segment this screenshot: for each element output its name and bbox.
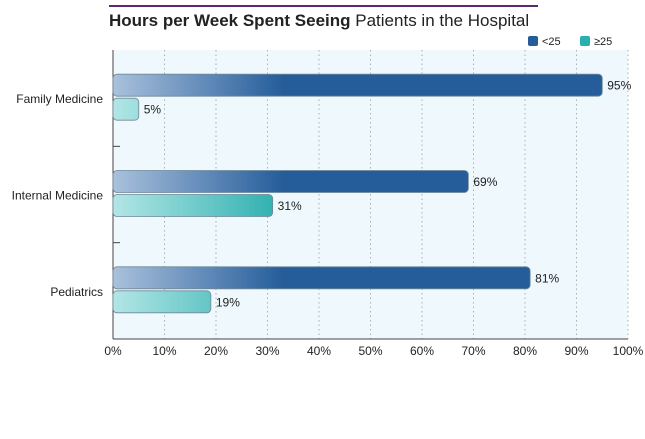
chart-title-rest: Patients in the Hospital [355,11,530,30]
data-label: 5% [144,103,162,117]
x-tick-label: 90% [564,344,588,358]
data-label: 69% [473,175,497,189]
data-label: 31% [278,199,302,213]
x-tick-label: 40% [307,344,331,358]
chart-title-block: Hours per Week Spent Seeing Patients in … [109,5,538,31]
x-tick-label: 70% [461,344,485,358]
x-tick-label: 30% [255,344,279,358]
bar [112,194,274,217]
bar [112,266,531,290]
x-tick-label: 0% [104,344,122,358]
category-label: Family Medicine [16,92,103,106]
data-label: 95% [607,79,631,93]
legend-label: ≥25 [594,36,612,48]
x-tick-label: 50% [358,344,382,358]
legend-swatch [528,36,538,46]
data-label: 19% [216,295,240,309]
x-tick-label: 80% [513,344,537,358]
bar [112,290,212,314]
x-tick-label: 100% [613,344,644,358]
bar [112,97,140,121]
category-label: Pediatrics [50,285,103,299]
chart-title-bold: Hours per Week Spent Seeing [109,11,351,30]
bar [112,73,603,97]
data-label: 81% [535,271,559,285]
legend-label: <25 [542,36,561,48]
legend-swatch [580,36,590,46]
x-tick-label: 10% [152,344,176,358]
category-label: Internal Medicine [12,189,104,203]
chart-title: Hours per Week Spent Seeing Patients in … [109,11,538,31]
bar [112,170,469,193]
x-tick-label: 20% [204,344,228,358]
x-tick-label: 60% [410,344,434,358]
